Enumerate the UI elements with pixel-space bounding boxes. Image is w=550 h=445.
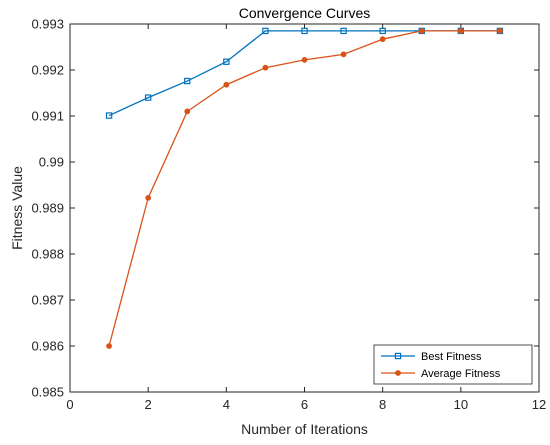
x-tick-label: 12 <box>532 397 546 412</box>
y-tick-label: 0.986 <box>31 339 64 354</box>
y-tick-label: 0.985 <box>31 385 64 400</box>
best-fitness-point <box>262 27 269 35</box>
average-fitness-point <box>418 28 425 34</box>
average-fitness-point <box>340 51 347 58</box>
y-axis-title: Fitness Value <box>9 166 25 250</box>
legend-marker-average-fitness <box>395 370 401 376</box>
best-fitness-point <box>340 27 347 35</box>
y-tick-label: 0.993 <box>31 17 64 32</box>
y-axis: 0.985 0.986 0.987 0.988 0.989 0.99 0.991 0.992 0… <box>31 17 539 400</box>
average-fitness-point <box>223 81 230 88</box>
average-fitness-point <box>106 343 112 349</box>
x-tick-label: 4 <box>223 397 230 412</box>
plot-area <box>70 24 539 392</box>
average-fitness-point <box>301 56 308 63</box>
y-tick-label: 0.989 <box>31 201 64 216</box>
average-fitness-point <box>497 28 503 34</box>
average-fitness-point <box>145 194 152 201</box>
x-tick-label: 0 <box>66 397 73 412</box>
best-fitness-point <box>144 94 152 101</box>
y-tick-label: 0.987 <box>31 293 64 308</box>
best-fitness-point <box>379 27 386 35</box>
best-fitness-point <box>301 27 308 35</box>
axes-box <box>69 23 540 393</box>
x-axis-title: Number of Iterations <box>241 421 368 437</box>
best-fitness-point <box>184 77 191 85</box>
average-fitness-point <box>262 64 269 71</box>
average-fitness-point <box>184 108 191 115</box>
series-layer <box>105 27 504 349</box>
x-tick-label: 2 <box>145 397 152 412</box>
average-fitness-point <box>457 28 464 34</box>
legend-label-average-fitness: Average Fitness <box>421 368 501 380</box>
y-tick-label: 0.988 <box>31 247 64 262</box>
chart-title: Convergence Curves <box>239 5 371 21</box>
legend-label-best-fitness: Best Fitness <box>421 351 482 363</box>
y-tick-label: 0.991 <box>31 109 64 124</box>
average-fitness-point <box>379 36 386 43</box>
legend-items: Best Fitness Average Fitness <box>381 351 501 380</box>
legend-box <box>373 344 533 385</box>
legend: Best Fitness Average Fitness <box>373 344 533 385</box>
legend-marker-best-fitness <box>394 352 402 360</box>
best-fitness-point <box>105 112 113 119</box>
y-tick-label: 0.992 <box>31 63 64 78</box>
x-tick-label: 8 <box>379 397 386 412</box>
x-tick-label: 6 <box>301 397 308 412</box>
x-tick-label: 10 <box>454 397 468 412</box>
best-fitness-point <box>223 58 230 65</box>
y-tick-label: 0.99 <box>39 155 64 170</box>
series-average-fitness <box>106 28 503 349</box>
